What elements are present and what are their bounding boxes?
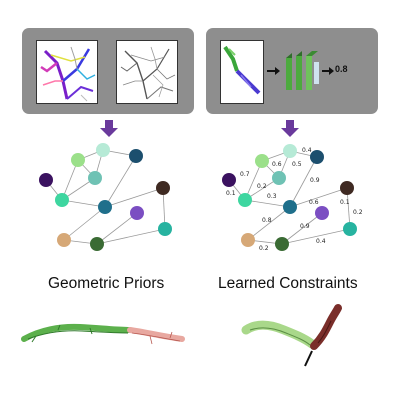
graph-edge [289, 156, 318, 208]
graph-node [158, 222, 172, 236]
geometric-priors-input-panel [22, 28, 194, 114]
edge-weight-label: 0.7 [240, 171, 250, 178]
graph-edge [104, 187, 164, 208]
graph-edge [63, 206, 106, 241]
graph-node [96, 143, 110, 157]
graph-node [343, 222, 357, 236]
geometric-priors-segment-render [21, 323, 185, 345]
graph-node [283, 200, 297, 214]
edge-weight-label: 0.3 [267, 193, 277, 200]
graph-node [255, 154, 269, 168]
neuron-gray-thumbnail [116, 40, 178, 104]
graph-edge [281, 212, 323, 245]
arrow-down-icon [100, 120, 118, 137]
graph-edge [61, 159, 79, 201]
merge-score: 0.8 [335, 64, 348, 74]
cnn-layers-icon [286, 51, 319, 90]
edge-weight-label: 0.4 [316, 238, 326, 245]
edge-weight-label: 0.6 [309, 199, 319, 206]
graph-edge [244, 160, 263, 201]
graph-edge [289, 187, 348, 208]
graph-edge [281, 228, 351, 245]
graph-node [71, 153, 85, 167]
graph-node [272, 171, 286, 185]
graph-node [90, 237, 104, 251]
graph-node [275, 237, 289, 251]
edge-weight-label: 0.9 [310, 177, 320, 184]
learned-constraints-segment-render [241, 304, 342, 367]
edge-weight-label: 0.5 [292, 161, 302, 168]
right-graph-nodes [222, 144, 357, 251]
neuron-pair-thumbnail [220, 40, 264, 104]
graph-node [55, 193, 69, 207]
graph-edge [96, 228, 166, 245]
graph-node [129, 149, 143, 163]
multicolor-neuron-drawing [40, 46, 96, 102]
left-graph-nodes [39, 143, 172, 251]
graph-edge [244, 199, 291, 208]
edge-weight-label: 0.8 [262, 217, 272, 224]
graph-node [310, 150, 324, 164]
edge-weight-label: 0.1 [226, 190, 236, 197]
edge-weight-label: 0.2 [353, 209, 363, 216]
graph-node [222, 173, 236, 187]
graph-node [283, 144, 297, 158]
edge-weight-label: 0.1 [340, 199, 350, 206]
graph-edge [104, 155, 137, 208]
graph-node [238, 193, 252, 207]
graph-node [88, 171, 102, 185]
graph-node [57, 233, 71, 247]
pointer-line [304, 350, 313, 367]
graph-node [340, 181, 354, 195]
graph-node [315, 206, 329, 220]
graph-edge [247, 206, 291, 241]
gray-neuron-drawing [120, 46, 176, 100]
edge-weight-label: 0.4 [302, 147, 312, 154]
graph-node [39, 173, 53, 187]
graph-node [130, 206, 144, 220]
arrow-right-icon [322, 67, 334, 75]
graph-node [241, 233, 255, 247]
graph-edge [61, 199, 106, 208]
neuron-multicolor-thumbnail [36, 40, 98, 104]
graph-edge [96, 212, 138, 245]
edge-weight-label: 0.2 [259, 245, 269, 252]
edge-weight-label: 0.6 [272, 161, 282, 168]
arrow-right-icon [267, 67, 280, 75]
edge-weight-label: 0.9 [300, 223, 310, 230]
graph-node [156, 181, 170, 195]
edge-weight-labels: 0.4 0.6 0.5 0.7 0.2 0.3 0.1 0.9 0.8 0.6 … [226, 147, 363, 252]
learned-constraints-caption: Learned Constraints [218, 275, 358, 292]
geometric-priors-caption: Geometric Priors [48, 275, 165, 292]
edge-weight-label: 0.2 [257, 183, 267, 190]
neuron-pair-drawing [223, 45, 261, 95]
arrow-down-icon [281, 120, 299, 137]
graph-node [98, 200, 112, 214]
